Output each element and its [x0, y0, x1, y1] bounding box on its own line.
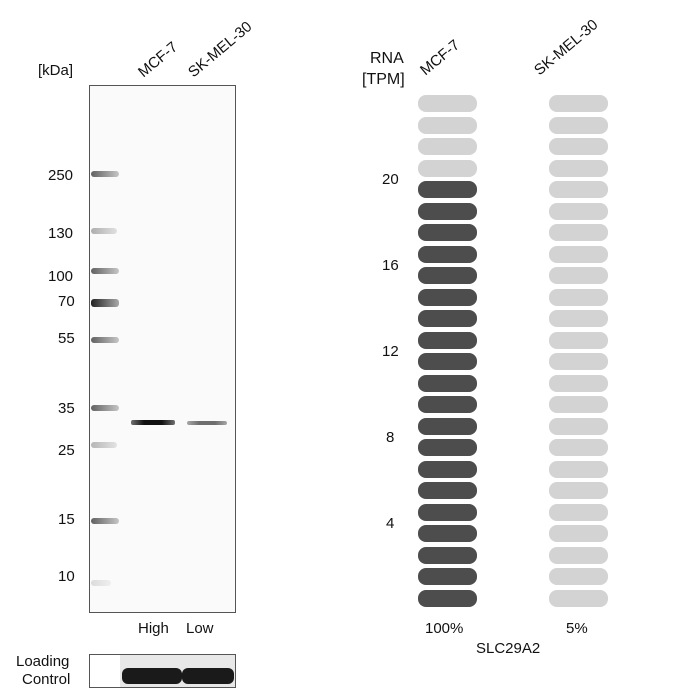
rna-pill: [418, 95, 477, 112]
rna-pill: [418, 417, 477, 435]
rna-pill: [549, 568, 608, 585]
rna-pill: [418, 589, 477, 607]
rna-pill: [418, 525, 477, 542]
rna-pill: [549, 159, 608, 177]
rna-pill: [418, 116, 477, 134]
rna-bar-skmel30: [549, 0, 608, 692]
percent-skmel30: 5%: [566, 620, 588, 637]
ladder-band-55: [91, 337, 119, 343]
rna-pill: [418, 568, 477, 585]
rna-pill: [549, 396, 608, 413]
rna-pill: [418, 245, 477, 263]
rna-pill: [549, 503, 608, 521]
rna-pill: [418, 159, 477, 177]
western-blot-panel: [89, 85, 236, 613]
ladder-band-15: [91, 518, 119, 524]
rna-tick-8: 8: [386, 429, 395, 446]
marker-70: 70: [58, 293, 75, 310]
lane-label-skmel30: SK-MEL-30: [185, 18, 256, 81]
marker-55: 55: [58, 330, 75, 347]
rna-pill: [549, 482, 608, 499]
percent-mcf7: 100%: [425, 620, 464, 637]
ladder-band-100: [91, 268, 119, 274]
level-high: High: [138, 620, 169, 637]
rna-pill: [418, 331, 477, 349]
loading-control-label-2: Control: [22, 671, 71, 688]
lane-label-mcf7: MCF-7: [135, 38, 182, 81]
rna-pill: [549, 310, 608, 327]
rna-tick-12: 12: [382, 343, 399, 360]
rna-pill: [418, 460, 477, 478]
marker-130: 130: [48, 225, 74, 242]
sample-band-skmel30: [187, 421, 227, 425]
rna-pill: [549, 439, 608, 456]
marker-15: 15: [58, 511, 75, 528]
ladder-band-35: [91, 405, 119, 411]
ladder-band-130: [91, 228, 117, 234]
loading-control-label-1: Loading: [16, 653, 70, 670]
rna-tick-4: 4: [386, 515, 395, 532]
rna-pill: [418, 138, 477, 155]
rna-pill: [549, 417, 608, 435]
rna-pill: [549, 374, 608, 392]
rna-pill: [549, 331, 608, 349]
rna-bar-mcf7: [418, 0, 477, 692]
rna-pill: [549, 138, 608, 155]
rna-axis-label-2: [TPM]: [362, 71, 405, 88]
rna-pill: [549, 525, 608, 542]
rna-pill: [418, 503, 477, 521]
rna-pill: [418, 439, 477, 456]
rna-tick-16: 16: [382, 257, 399, 274]
rna-pill: [549, 181, 608, 198]
sample-band-mcf7: [131, 420, 175, 425]
rna-pill: [418, 482, 477, 499]
rna-pill: [418, 181, 477, 198]
rna-pill: [549, 245, 608, 263]
kda-unit-label: [kDa]: [38, 62, 74, 79]
marker-250: 250: [48, 167, 74, 184]
rna-pill: [418, 310, 477, 327]
loading-band-mcf7: [122, 668, 182, 684]
ladder-band-250: [91, 171, 119, 177]
rna-pill: [418, 374, 477, 392]
rna-pill: [418, 546, 477, 564]
rna-tick-20: 20: [382, 171, 399, 188]
rna-pill: [549, 353, 608, 370]
rna-pill: [549, 460, 608, 478]
marker-25: 25: [58, 442, 75, 459]
marker-100: 100: [48, 268, 74, 285]
rna-pill: [549, 546, 608, 564]
rna-pill: [549, 288, 608, 306]
marker-10: 10: [58, 568, 75, 585]
rna-pill: [549, 224, 608, 241]
ladder-band-10: [91, 580, 111, 586]
rna-pill: [418, 353, 477, 370]
ladder-band-70: [91, 299, 119, 307]
marker-35: 35: [58, 400, 75, 417]
rna-pill: [418, 288, 477, 306]
level-low: Low: [186, 620, 214, 637]
rna-axis-label-1: RNA: [370, 50, 404, 67]
rna-pill: [549, 116, 608, 134]
rna-pill: [549, 202, 608, 220]
rna-pill: [418, 224, 477, 241]
loading-control-panel: [89, 654, 236, 688]
gene-name: SLC29A2: [476, 640, 541, 657]
rna-pill: [418, 267, 477, 284]
ladder-band-25: [91, 442, 117, 448]
rna-pill: [418, 396, 477, 413]
rna-pill: [549, 589, 608, 607]
rna-pill: [418, 202, 477, 220]
rna-pill: [549, 267, 608, 284]
loading-band-skmel30: [182, 668, 234, 684]
rna-pill: [549, 95, 608, 112]
